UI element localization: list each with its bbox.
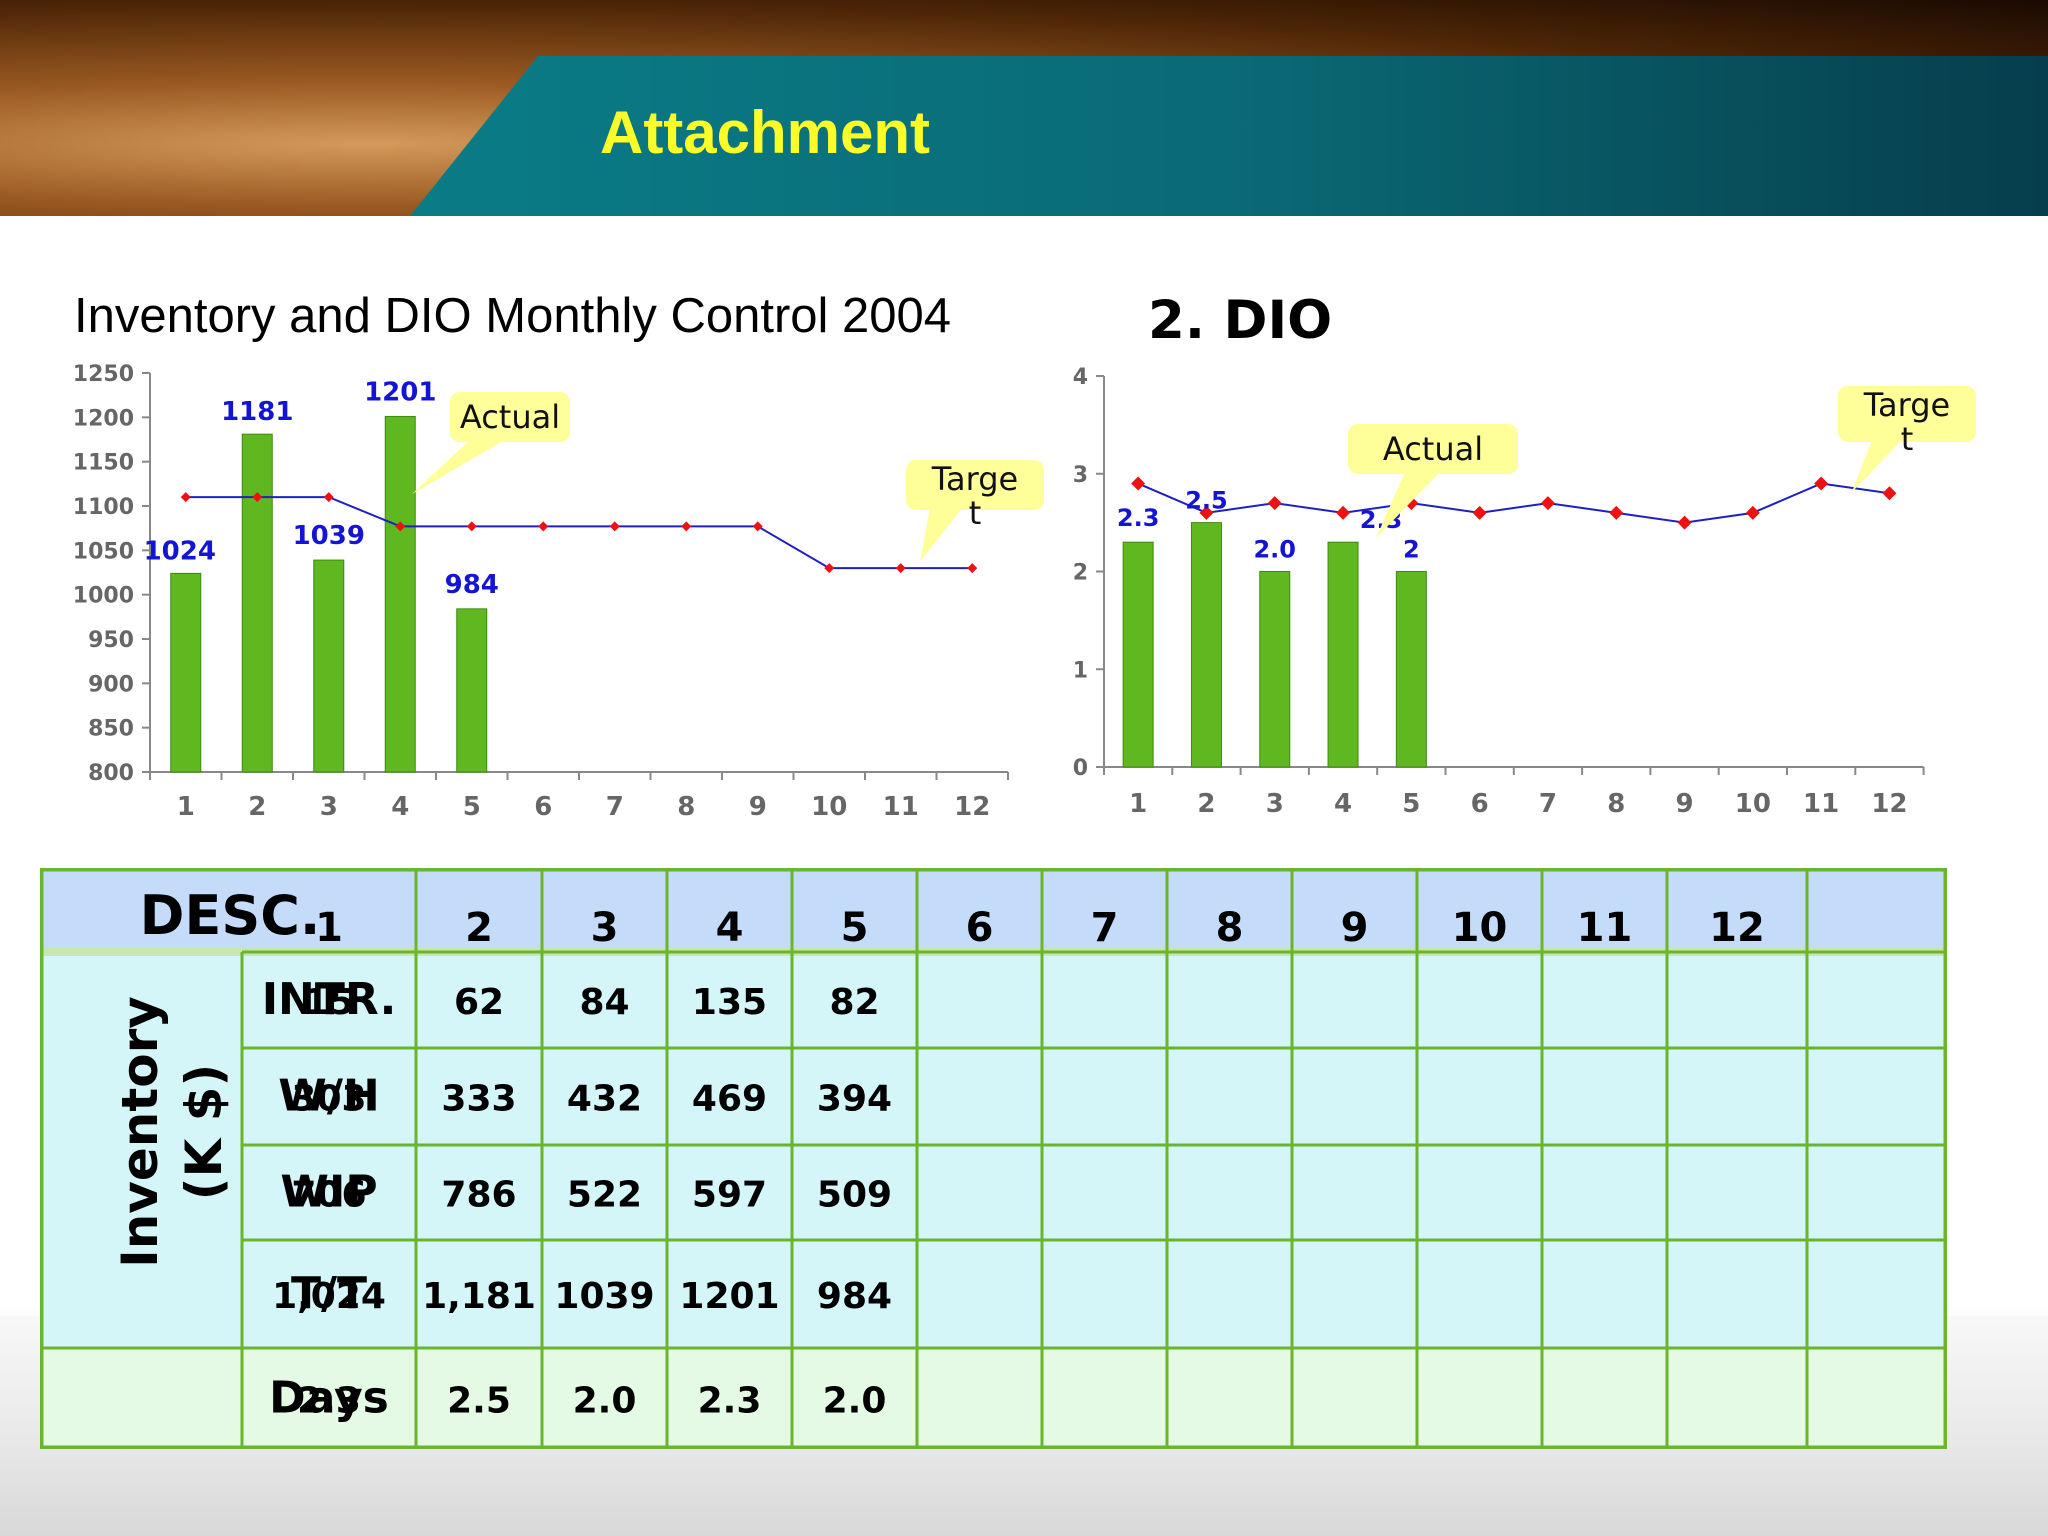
- row-label: WIP: [280, 1167, 377, 1218]
- table-cell: 2.5: [447, 1381, 511, 1422]
- table-cell: 597: [692, 1175, 767, 1216]
- table-cell: 1201: [679, 1276, 779, 1317]
- group-label-inventory: Inventory: [111, 996, 169, 1268]
- table-cell: 1,024: [272, 1276, 386, 1317]
- month-header: 5: [841, 905, 869, 951]
- month-header: 2: [465, 905, 493, 951]
- table-cell: 394: [817, 1079, 892, 1120]
- group-label-unit: (K $): [175, 1064, 233, 1201]
- table-cell: 2.0: [573, 1381, 637, 1422]
- month-header: 6: [966, 905, 994, 951]
- title-band: [0, 56, 2048, 240]
- table-cell: 984: [817, 1276, 892, 1317]
- table-cell: 706: [291, 1175, 366, 1216]
- table-cell: 135: [692, 982, 767, 1023]
- page-title: Attachment: [600, 99, 931, 166]
- table-cell: 2.3: [698, 1381, 762, 1422]
- table-outline: [40, 868, 1947, 1449]
- month-header: 12: [1709, 905, 1765, 951]
- table-cell: 2.3: [297, 1381, 361, 1422]
- table-cell: 2.0: [823, 1381, 887, 1422]
- month-header: 1: [315, 905, 343, 951]
- table-cell: 303: [291, 1079, 366, 1120]
- desc-header: DESC.: [140, 884, 321, 947]
- month-header: 9: [1341, 905, 1369, 951]
- table-cell: 1,181: [422, 1276, 536, 1317]
- chart-inventory-title: Inventory and DIO Monthly Control 2004: [74, 289, 952, 343]
- table-days-row-fill: [40, 1348, 1947, 1449]
- month-header: 10: [1452, 905, 1508, 951]
- teal-title-band: [410, 56, 2048, 216]
- row-label: W/H: [278, 1071, 379, 1122]
- table-cell: 82: [829, 982, 879, 1023]
- chart-dio-title: 2. DIO: [1148, 290, 1333, 351]
- row-label: Days: [269, 1373, 389, 1424]
- month-header: 7: [1091, 905, 1119, 951]
- row-label: INTR.: [262, 974, 397, 1025]
- month-header: 4: [716, 905, 744, 951]
- table-cell: 509: [817, 1175, 892, 1216]
- table-cell: 62: [454, 982, 504, 1023]
- month-header: 3: [591, 905, 619, 951]
- table-cell: 469: [692, 1079, 767, 1120]
- table-cell: 15: [304, 982, 354, 1023]
- table-cell: 522: [567, 1175, 642, 1216]
- row-label: T/T: [291, 1268, 367, 1319]
- month-header: 11: [1577, 905, 1633, 951]
- table-cell: 432: [567, 1079, 642, 1120]
- month-header: 8: [1216, 905, 1244, 951]
- table-header-fill: [40, 868, 1947, 952]
- table-cell: 333: [441, 1079, 516, 1120]
- table-cell: 84: [579, 982, 629, 1023]
- table-cell: 1039: [554, 1276, 654, 1317]
- table-cell: 786: [441, 1175, 516, 1216]
